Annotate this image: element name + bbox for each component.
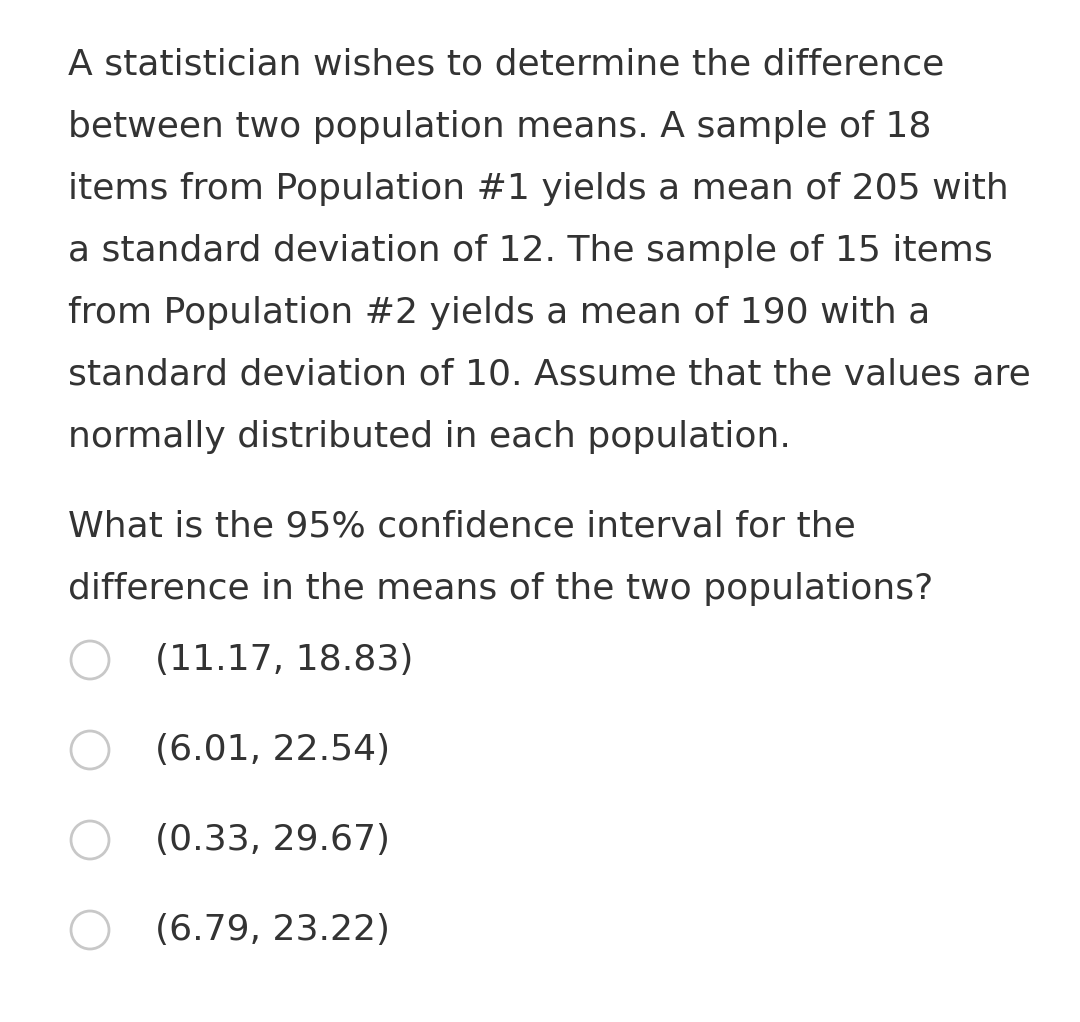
- Text: difference in the means of the two populations?: difference in the means of the two popul…: [68, 571, 933, 605]
- Text: (6.79, 23.22): (6.79, 23.22): [156, 913, 390, 947]
- Text: items from Population #1 yields a mean of 205 with: items from Population #1 yields a mean o…: [68, 172, 1009, 205]
- Text: What is the 95% confidence interval for the: What is the 95% confidence interval for …: [68, 510, 855, 544]
- Text: (0.33, 29.67): (0.33, 29.67): [156, 823, 390, 857]
- Text: standard deviation of 10. Assume that the values are: standard deviation of 10. Assume that th…: [68, 358, 1030, 391]
- Text: a standard deviation of 12. The sample of 15 items: a standard deviation of 12. The sample o…: [68, 233, 993, 268]
- Text: between two population means. A sample of 18: between two population means. A sample o…: [68, 109, 931, 143]
- Text: A statistician wishes to determine the difference: A statistician wishes to determine the d…: [68, 47, 944, 82]
- Text: (6.01, 22.54): (6.01, 22.54): [156, 733, 390, 766]
- Text: (11.17, 18.83): (11.17, 18.83): [156, 643, 414, 677]
- Text: from Population #2 yields a mean of 190 with a: from Population #2 yields a mean of 190 …: [68, 295, 930, 329]
- Text: normally distributed in each population.: normally distributed in each population.: [68, 419, 791, 454]
